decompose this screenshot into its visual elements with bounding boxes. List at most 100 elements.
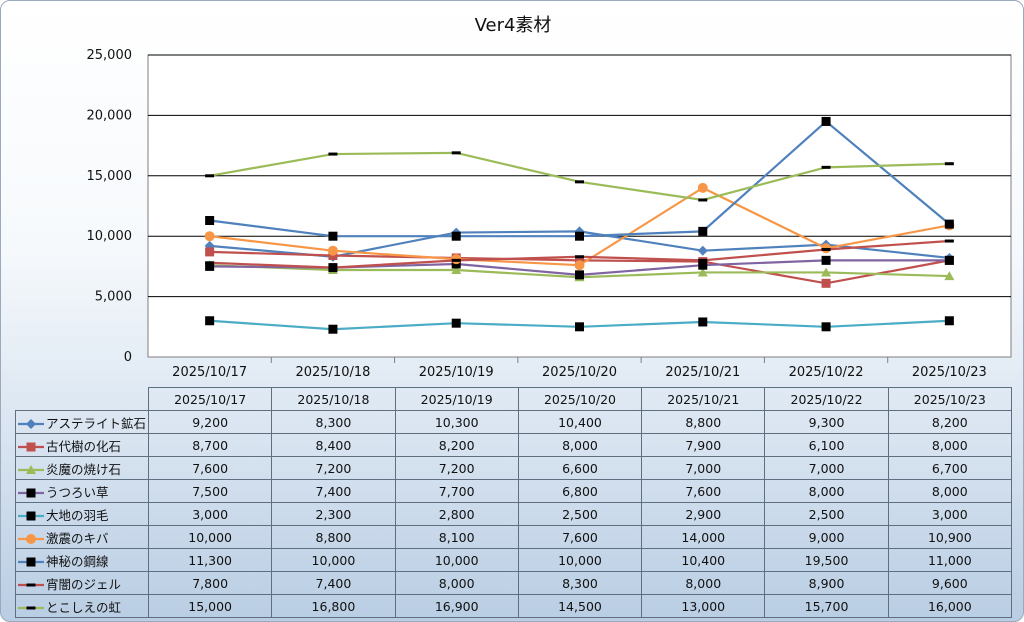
legend-label: 神秘の鋼線 (46, 553, 109, 569)
data-point-5-2 (328, 324, 338, 334)
table-cell-value: 6,700 (887, 456, 1012, 480)
data-point-9-3 (451, 151, 461, 155)
table-cell-value: 10,000 (517, 548, 643, 572)
legend-entry: 宵闇のジェル (15, 571, 149, 595)
table-cell-value: 7,200 (271, 456, 396, 480)
legend-key-icon (18, 442, 44, 452)
table-cell-value: 7,400 (271, 479, 396, 503)
y-tick-label: 25,000 (87, 48, 133, 63)
table-header-date: 2025/10/20 (517, 387, 643, 411)
table-header-date: 2025/10/21 (641, 387, 766, 411)
data-point-9-1 (205, 174, 215, 178)
legend-key-marker (26, 557, 36, 567)
data-point-9-6 (821, 165, 831, 169)
table-row: 炎魔の焼け石 7,600 7,200 7,200 6,600 7,000 7,000 6,70… (15, 456, 1012, 480)
table-cell-value: 2,800 (394, 502, 519, 526)
table-cell-value: 10,400 (641, 548, 766, 572)
table-cell-value: 10,000 (394, 548, 519, 572)
x-tick-label: 2025/10/23 (912, 365, 987, 380)
table-cell-value: 6,100 (764, 433, 889, 457)
table-cell-value: 8,000 (517, 433, 643, 457)
data-point-8-2 (328, 266, 338, 270)
table-cell-value: 7,600 (641, 479, 766, 503)
table-cell-value: 16,000 (887, 594, 1012, 618)
table-cell-value: 16,800 (271, 594, 396, 618)
table-cell-value: 16,900 (394, 594, 519, 618)
data-point-5-4 (575, 322, 584, 332)
table-cell-value: 8,100 (394, 525, 519, 549)
data-point-4-7 (944, 255, 954, 265)
data-table: 2025/10/17 2025/10/18 2025/10/19 2025/10/20… (15, 387, 1012, 618)
data-point-4-1 (205, 261, 215, 271)
table-cell-value: 8,300 (517, 571, 643, 595)
data-point-7-7 (944, 219, 954, 229)
data-point-4-6 (821, 255, 831, 265)
table-cell-value: 8,000 (641, 571, 766, 595)
table-cell-value: 7,900 (641, 433, 766, 457)
table-cell-value: 10,000 (271, 548, 396, 572)
table-cell-value: 10,400 (517, 410, 643, 434)
table-header-date: 2025/10/18 (271, 387, 396, 411)
legend-label: とこしえの虹 (46, 599, 122, 615)
legend-entry: 大地の羽毛 (15, 502, 149, 526)
x-tick-label: 2025/10/19 (419, 365, 494, 380)
data-point-1-5 (697, 245, 708, 256)
table-cell-value: 8,900 (764, 571, 889, 595)
table-row: とこしえの虹 15,000 16,800 16,900 14,500 13,000 15,7… (15, 594, 1012, 618)
table-row: アステライト鉱石 9,200 8,300 10,300 10,400 8,800 9,300… (15, 410, 1012, 434)
y-tick-label: 20,000 (87, 108, 133, 123)
table-cell-value: 2,900 (641, 502, 766, 526)
data-point-4-4 (575, 270, 584, 280)
legend-key-icon (18, 557, 44, 567)
legend-label: 大地の羽毛 (46, 507, 109, 523)
plot-area (147, 54, 1012, 358)
data-point-8-7 (944, 239, 954, 243)
table-cell-value: 9,600 (887, 571, 1012, 595)
x-tick-label: 2025/10/18 (295, 365, 370, 380)
data-point-2-6 (821, 278, 831, 288)
table-cell-value: 7,500 (147, 479, 273, 503)
table-cell-value: 19,500 (764, 548, 889, 572)
table-header-date: 2025/10/19 (394, 387, 519, 411)
table-cell-value: 10,000 (147, 525, 273, 549)
data-point-6-1 (204, 231, 215, 242)
data-point-6-4 (574, 260, 585, 271)
table-cell-value: 8,800 (641, 410, 766, 434)
legend-label: 古代樹の化石 (46, 438, 122, 454)
data-point-2-1 (205, 247, 215, 257)
legend-key-icon (18, 534, 44, 544)
table-cell-value: 8,700 (147, 433, 273, 457)
table-cell-value: 9,200 (147, 410, 273, 434)
data-point-5-5 (698, 317, 708, 327)
table-cell-value: 8,200 (887, 410, 1012, 434)
legend-key-icon (18, 583, 44, 587)
data-point-9-2 (328, 152, 338, 156)
legend-key-icon (18, 419, 44, 429)
legend-label: うつろい草 (46, 484, 109, 500)
legend-key-marker (26, 465, 36, 474)
data-point-7-5 (698, 226, 708, 236)
table-cell-value: 7,800 (147, 571, 273, 595)
table-cell-value: 7,200 (394, 456, 519, 480)
table-cell-value: 14,500 (517, 594, 643, 618)
data-point-8-4 (575, 255, 584, 259)
y-tick-label: 5,000 (95, 290, 132, 305)
data-point-7-4 (575, 231, 584, 241)
table-cell-value: 8,000 (394, 571, 519, 595)
table-cell-value: 8,300 (271, 410, 396, 434)
table-row: 大地の羽毛 3,000 2,300 2,800 2,500 2,900 2,500 3,000 (15, 502, 1012, 526)
x-tick-label: 2025/10/21 (665, 365, 740, 380)
legend-key-icon (18, 606, 44, 610)
table-cell-value: 3,000 (887, 502, 1012, 526)
table-cell-value: 9,300 (764, 410, 889, 434)
legend-key-marker (26, 511, 36, 521)
table-header-date: 2025/10/17 (147, 387, 273, 411)
legend-entry: 古代樹の化石 (15, 433, 149, 457)
data-point-3-3 (451, 265, 462, 275)
data-point-6-2 (327, 245, 338, 256)
y-tick-label: 10,000 (87, 229, 133, 244)
legend-key-icon (18, 465, 44, 474)
table-cell-value: 10,300 (394, 410, 519, 434)
